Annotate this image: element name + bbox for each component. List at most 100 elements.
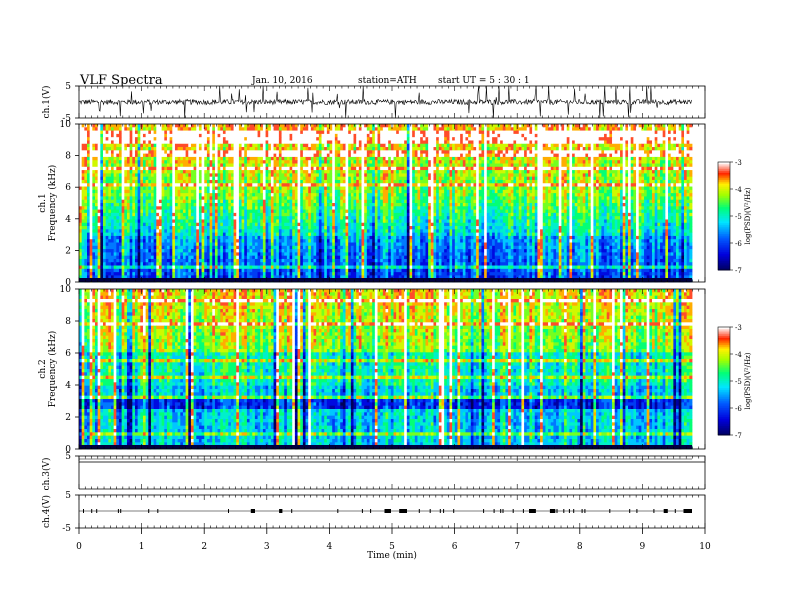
spectrogram-cell xyxy=(172,156,176,161)
spectrogram-cell xyxy=(113,166,117,171)
spectrogram-cell xyxy=(686,206,690,210)
spectrogram-cell xyxy=(665,183,669,187)
spectrogram-cell xyxy=(270,189,274,194)
spectrogram-cell xyxy=(150,193,155,197)
spectrogram-cell xyxy=(502,127,506,131)
spectrogram-cell xyxy=(198,163,202,168)
spectrogram-cell xyxy=(214,179,218,184)
spectrogram-cell xyxy=(148,206,155,210)
spectrogram-cell xyxy=(430,163,434,168)
spectrogram-cell xyxy=(529,193,536,197)
spectrogram-cell xyxy=(166,170,173,174)
spectrogram-cell xyxy=(118,160,123,164)
spectrogram-cell xyxy=(361,209,365,214)
spectrogram-cell xyxy=(548,173,552,178)
spectrogram-cell xyxy=(244,173,248,178)
spectrogram-cell xyxy=(257,156,264,161)
spectrogram-cell xyxy=(318,170,322,174)
spectrogram-cell xyxy=(204,127,208,131)
spectrogram-cell xyxy=(174,124,181,128)
spectrogram-cell xyxy=(673,130,677,135)
spectrogram-cell xyxy=(537,186,544,191)
spectrogram-cell xyxy=(660,160,666,164)
spectrogram-cell xyxy=(345,143,349,148)
spectrogram-cell xyxy=(361,199,365,204)
spectrogram-cell xyxy=(348,189,357,194)
spectrogram-cell xyxy=(190,163,195,168)
spectrogram-cell xyxy=(220,153,224,158)
spectrogram-cell xyxy=(545,143,549,148)
spectrogram-cell xyxy=(358,199,362,204)
spectrogram-cell xyxy=(390,140,405,145)
spectrogram-cell xyxy=(630,186,634,191)
spectrogram-cell xyxy=(393,170,397,174)
spectrogram-cell xyxy=(652,183,656,187)
spectrogram-cell xyxy=(465,166,469,171)
spectrogram-cell xyxy=(630,203,634,207)
spectrogram-cell xyxy=(534,127,538,131)
spectrogram-cell xyxy=(654,166,658,171)
spectrogram-cell xyxy=(214,127,218,131)
spectrogram-cell xyxy=(302,196,306,201)
spectrogram-cell xyxy=(412,183,418,187)
spectrogram-cell xyxy=(358,196,362,201)
spectrogram-cell xyxy=(321,166,325,171)
spectrogram-cell xyxy=(484,163,488,168)
spectrogram-cell xyxy=(308,160,312,164)
spectrogram-cell xyxy=(372,206,376,210)
spectrogram-cell xyxy=(153,199,157,204)
spectrogram-cell xyxy=(212,170,216,174)
spectrogram-cell xyxy=(548,124,552,128)
spectrogram-cell xyxy=(548,186,552,191)
spectrogram-cell xyxy=(148,147,152,151)
spectrogram-cell xyxy=(257,203,264,207)
spectrogram-cell xyxy=(681,156,685,161)
spectrogram-cell xyxy=(406,124,410,128)
spectrogram-cell xyxy=(190,143,197,148)
spectrogram-cell xyxy=(366,160,370,164)
spectrogram-cell xyxy=(585,196,589,201)
spectrogram-cell xyxy=(420,193,424,197)
spectrogram-cell xyxy=(662,179,666,184)
spectrogram-cell xyxy=(422,203,426,207)
spectrogram-cell xyxy=(430,203,434,207)
spectrogram-cell xyxy=(529,212,536,217)
spectrogram-cell xyxy=(348,173,354,178)
spectrogram-cell xyxy=(380,193,384,197)
spectrogram-cell xyxy=(273,143,277,148)
spectrogram-cell xyxy=(209,209,213,214)
spectrogram-cell xyxy=(361,170,365,174)
spectrogram-cell xyxy=(393,203,402,207)
spectrogram-cell xyxy=(569,147,573,151)
spectrogram-cell xyxy=(486,140,490,145)
spectrogram-cell xyxy=(665,179,669,184)
spectrogram-cell xyxy=(172,153,187,158)
spectrogram-cell xyxy=(132,186,136,191)
spectrogram-cell xyxy=(652,193,656,197)
spectrogram-cell xyxy=(641,124,645,128)
spectrogram-cell xyxy=(684,209,688,214)
spectrogram-cell xyxy=(620,170,624,174)
spectrogram-cell xyxy=(169,130,173,135)
spectrogram-cell xyxy=(641,209,645,214)
spectrogram-cell xyxy=(441,160,445,164)
spectrogram-cell xyxy=(596,212,600,217)
spectrogram-cell xyxy=(628,209,632,214)
spectrogram-cell xyxy=(140,163,144,168)
spectrogram-cell xyxy=(134,147,139,151)
spectrogram-cell xyxy=(617,173,621,178)
spectrogram-cell xyxy=(617,163,624,168)
spectrogram-cell xyxy=(302,193,306,197)
spectrogram-cell xyxy=(638,212,642,217)
spectrogram-cell xyxy=(620,206,624,210)
spectrogram-cell xyxy=(588,143,592,148)
spectrogram-cell xyxy=(676,137,682,141)
spectrogram-cell xyxy=(132,127,136,131)
spectrogram-cell xyxy=(660,189,664,194)
spectrogram-cell xyxy=(652,166,656,171)
spectrogram-cell xyxy=(614,160,618,164)
spectrogram-cell xyxy=(326,196,330,201)
spectrogram-cell xyxy=(113,216,117,220)
spectrogram-cell xyxy=(316,193,320,197)
spectrogram-cell xyxy=(281,133,290,138)
